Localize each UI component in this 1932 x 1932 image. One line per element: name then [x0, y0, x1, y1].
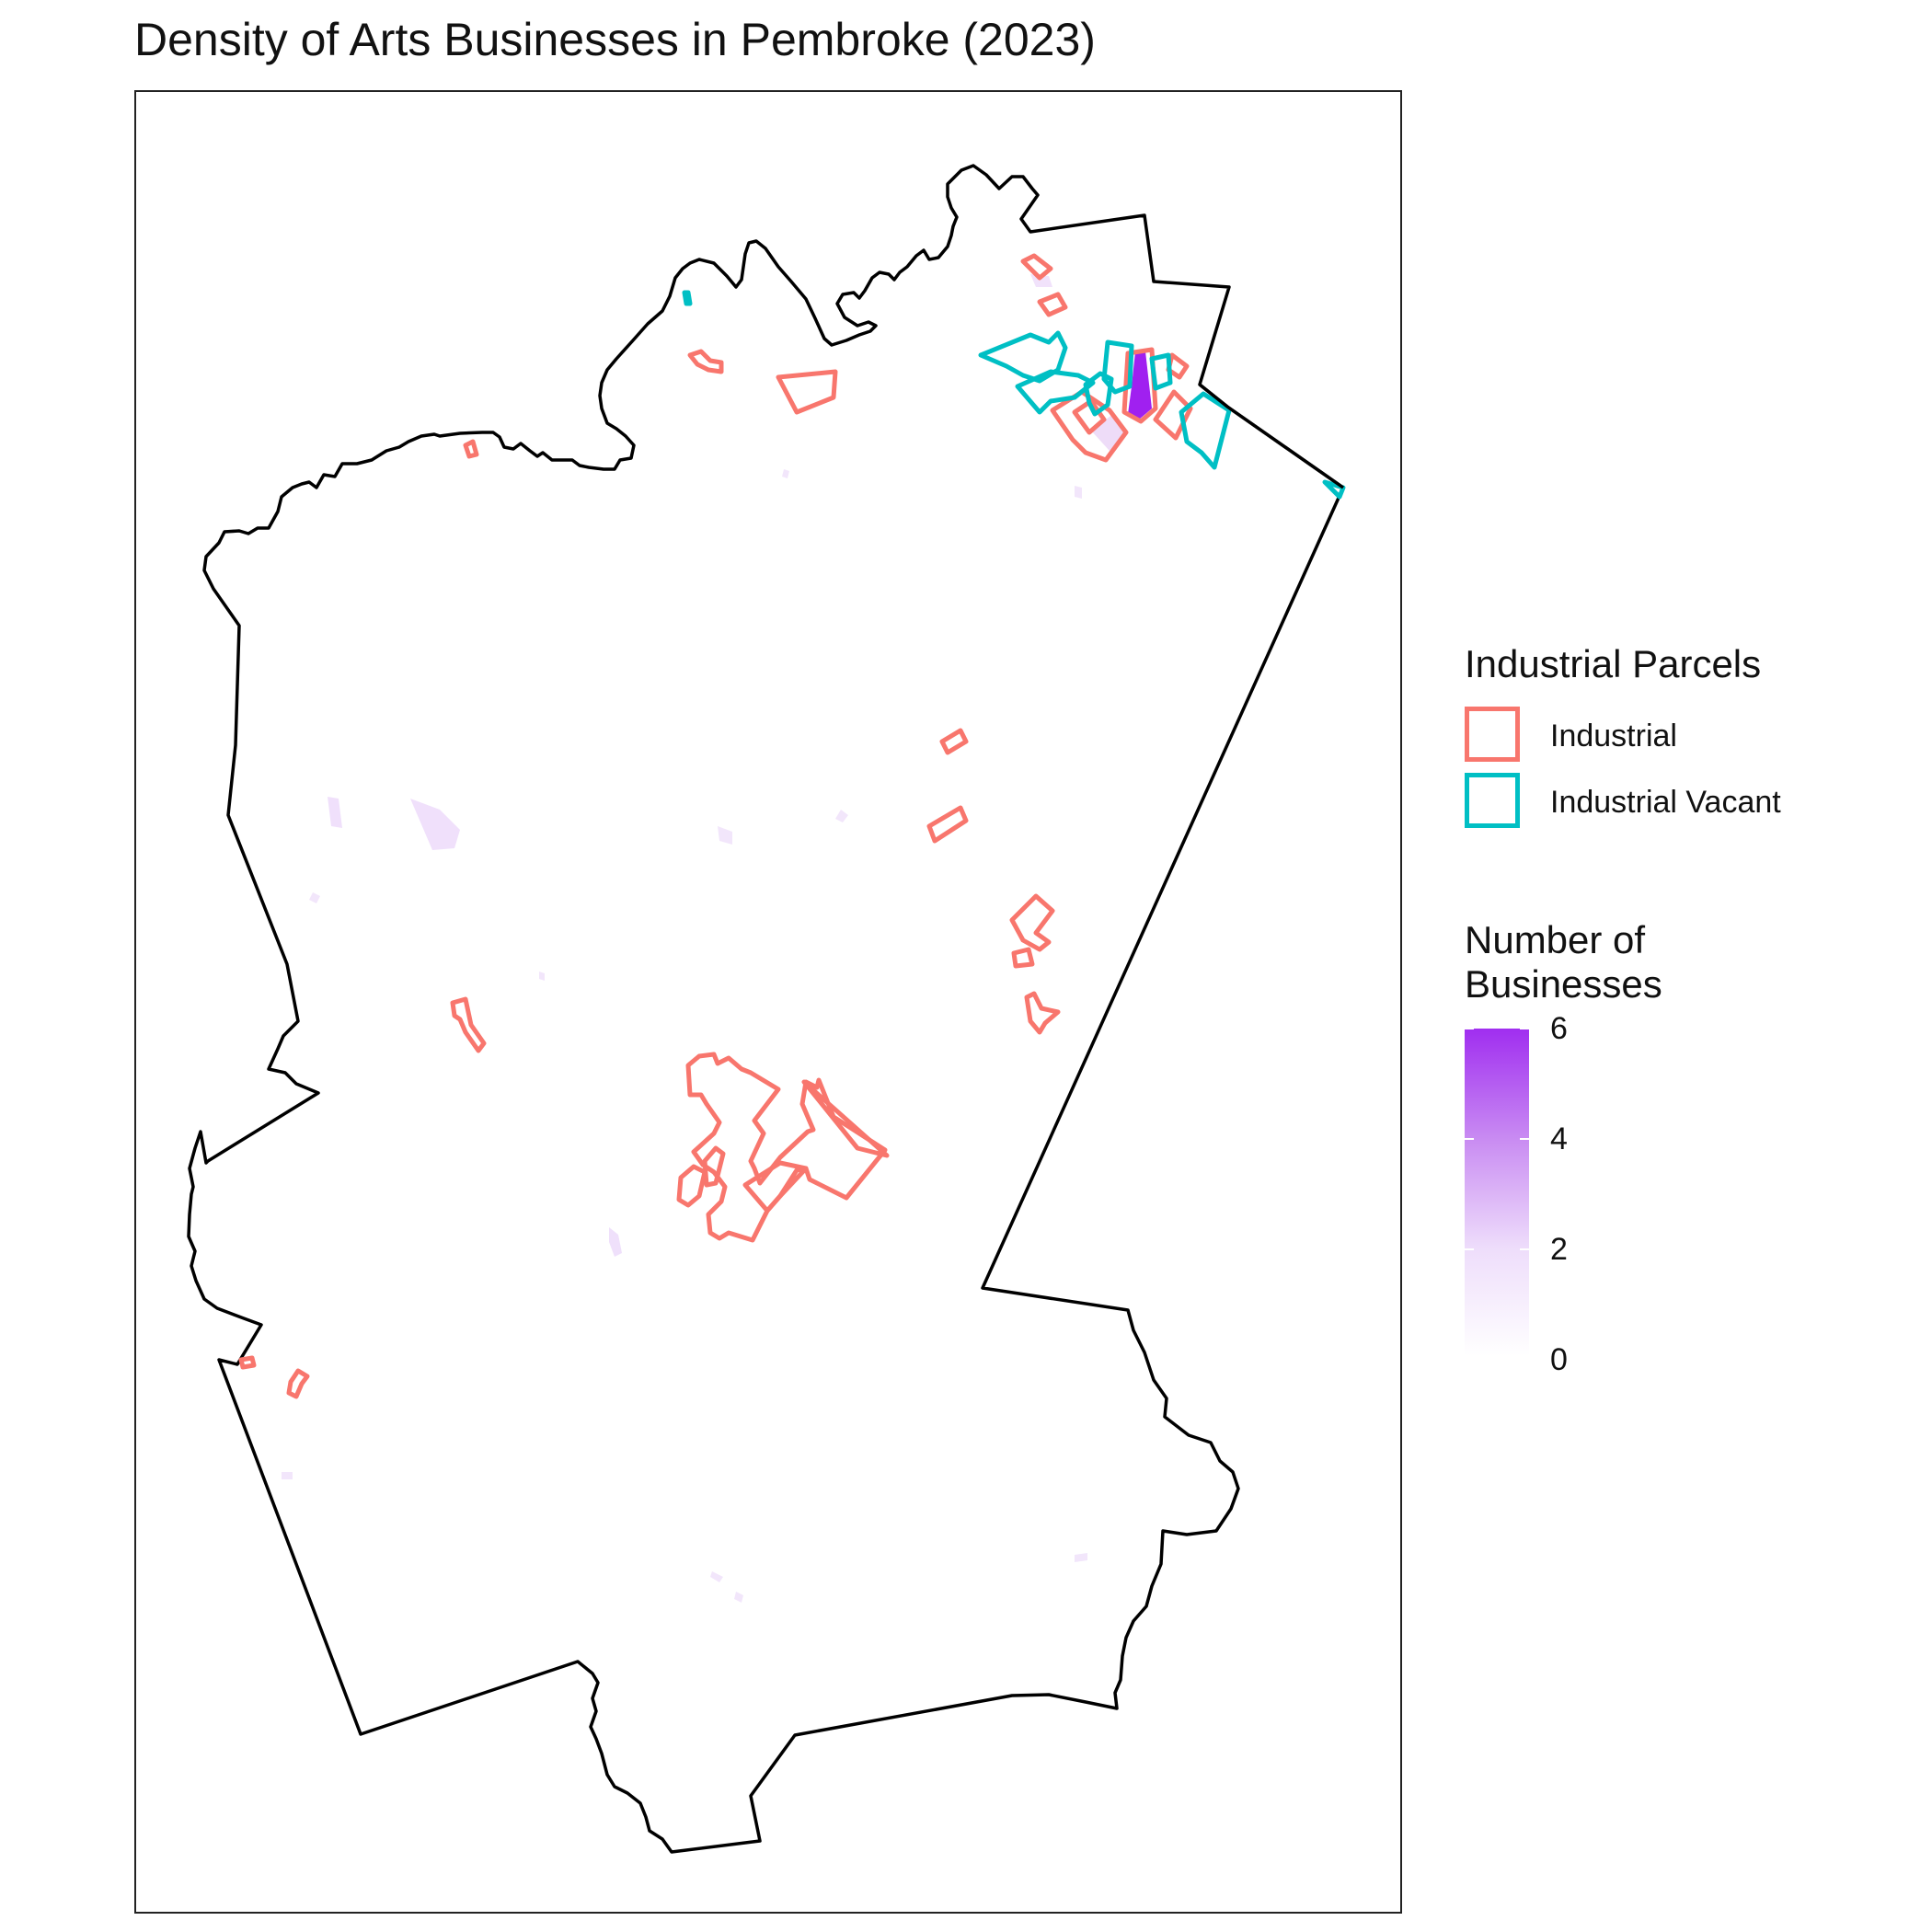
industrial-parcel [1072, 398, 1107, 435]
density-cell [609, 1227, 622, 1257]
colorbar-label-6: 6 [1550, 1011, 1568, 1046]
density-cell [410, 799, 460, 850]
density-cell [1075, 1553, 1087, 1562]
legend-label-industrial: Industrial [1550, 719, 1677, 753]
legend-label-industrial-vacant: Industrial Vacant [1550, 785, 1781, 820]
colorbar-tick [1465, 1138, 1474, 1140]
industrial-parcel [1024, 991, 1061, 1035]
industrial-parcels [238, 253, 1193, 1399]
industrial-vacant-parcel [1015, 369, 1096, 415]
legend-swatch-industrial-vacant [1465, 773, 1520, 828]
industrial-parcel [776, 369, 838, 415]
industrial-parcel [687, 349, 724, 374]
industrial-parcel [742, 1160, 809, 1213]
industrial-parcel [801, 1079, 890, 1158]
colorbar-tick [1520, 1138, 1529, 1140]
industrial-parcel [702, 1145, 726, 1188]
industrial-parcel [1121, 347, 1158, 424]
industrial-parcel [1153, 389, 1193, 441]
colorbar-label-0: 0 [1550, 1342, 1568, 1377]
density-cell [718, 826, 732, 845]
density-colorbar [1465, 1029, 1529, 1356]
density-cell [734, 1592, 743, 1603]
density-cell [1091, 414, 1126, 451]
density-cell [835, 810, 848, 822]
colorbar-tick [1520, 1248, 1529, 1250]
density-cell [282, 1472, 293, 1479]
industrial-vacant-parcel [1322, 479, 1346, 500]
density-cell [328, 797, 342, 828]
density-cell [309, 892, 320, 903]
density-cell [710, 1571, 723, 1582]
industrial-vacant-parcel [1179, 391, 1232, 470]
map-panel [134, 90, 1402, 1914]
industrial-parcel [1011, 947, 1035, 969]
business-density-areas [282, 274, 1152, 1603]
town-boundary [187, 164, 1345, 1854]
industrial-parcel [676, 1164, 707, 1208]
industrial-vacant-parcel [1083, 371, 1114, 417]
colorbar-tick [1465, 1248, 1474, 1250]
industrial-parcel [1037, 292, 1068, 317]
density-cell [782, 469, 789, 478]
legend-density-title-line2: Businesses [1465, 962, 1662, 1006]
density-cell [539, 972, 545, 981]
industrial-vacant-parcels [682, 290, 1346, 500]
legend-parcels-title: Industrial Parcels [1465, 642, 1762, 685]
industrial-vacant-parcel [1149, 352, 1173, 391]
industrial-vacant-parcel [978, 330, 1068, 384]
colorbar-tick [1520, 1028, 1529, 1029]
density-cell [1128, 351, 1152, 420]
colorbar-label-2: 2 [1550, 1232, 1568, 1267]
industrial-parcel [286, 1368, 310, 1399]
industrial-parcel [1020, 253, 1053, 281]
colorbar-tick [1465, 1028, 1474, 1029]
industrial-parcel [926, 805, 969, 844]
legend-density-title-line1: Number of [1465, 918, 1646, 961]
industrial-parcel [939, 728, 969, 755]
industrial-parcel [450, 996, 487, 1053]
industrial-vacant-parcel [1101, 339, 1134, 395]
industrial-vacant-parcel [682, 290, 693, 306]
industrial-parcel [1009, 893, 1055, 952]
map-title: Density of Arts Businesses in Pembroke (… [134, 14, 1096, 65]
industrial-parcel [238, 1355, 257, 1370]
town-boundary-edge [1198, 383, 1345, 489]
industrial-parcel [463, 439, 479, 459]
density-cell [1075, 486, 1082, 499]
legend-swatch-industrial [1465, 707, 1520, 762]
colorbar-label-4: 4 [1550, 1121, 1568, 1156]
